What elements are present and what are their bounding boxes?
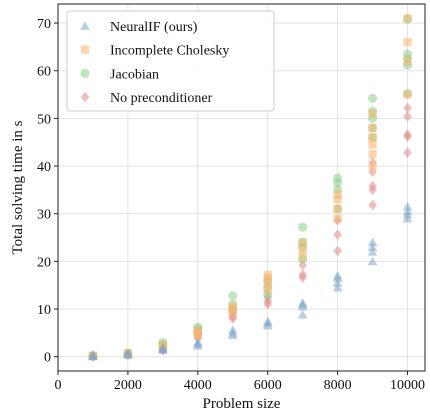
data-point (403, 38, 412, 47)
data-point (368, 140, 377, 149)
data-point (297, 298, 308, 307)
data-point (403, 90, 412, 99)
data-point (263, 285, 272, 295)
y-tick-label: 10 (37, 303, 51, 318)
data-point (158, 342, 168, 352)
x-axis-label: Problem size (203, 396, 281, 412)
data-point (368, 93, 378, 103)
x-tick-label: 10000 (390, 378, 425, 393)
data-point (367, 256, 378, 266)
data-point (367, 247, 378, 256)
data-point (402, 206, 413, 216)
data-point (403, 147, 412, 158)
y-tick-label: 60 (37, 65, 51, 80)
data-point (368, 150, 377, 159)
data-point (332, 278, 343, 287)
legend-label: NeuralIF (ours) (110, 20, 198, 35)
legend-box (66, 10, 275, 112)
data-point (88, 350, 98, 360)
legend-marker (80, 21, 90, 30)
x-tick-label: 4000 (184, 378, 212, 393)
data-point (403, 129, 412, 140)
data-point (123, 348, 133, 358)
x-tick-label: 0 (55, 378, 62, 393)
data-point (403, 111, 412, 122)
data-point (298, 238, 307, 247)
data-point (333, 190, 342, 199)
legend-label: No preconditioner (110, 91, 213, 106)
legend-marker (80, 68, 90, 78)
axes: 0 2000 4000 6000 8000 10000 0 10 20 30 40 50 60 70 (37, 17, 425, 393)
data-point (193, 337, 203, 347)
x-tick-label: 2000 (114, 378, 142, 393)
data-point (297, 309, 308, 319)
data-point (333, 204, 342, 214)
y-tick-label: 40 (37, 160, 51, 175)
data-point (368, 109, 377, 118)
data-point (227, 325, 238, 334)
data-point (403, 57, 412, 66)
legend-marker (80, 45, 90, 54)
legend-label: Incomplete Cholesky (110, 44, 229, 59)
legend-marker (80, 91, 90, 103)
y-tick-label: 30 (37, 208, 51, 223)
data-points (88, 14, 413, 362)
y-tick-label: 20 (37, 255, 51, 270)
data-point (193, 326, 202, 335)
data-point (262, 316, 273, 326)
y-axis-label: Total solving time in s (10, 120, 26, 254)
data-point (298, 245, 307, 254)
data-point (333, 173, 343, 183)
data-point (298, 269, 307, 281)
data-point (333, 245, 342, 257)
data-point (367, 237, 378, 247)
data-point (368, 199, 377, 211)
data-point (228, 309, 237, 318)
series-0 (88, 201, 413, 361)
data-point (333, 195, 342, 204)
data-point (333, 214, 342, 223)
data-point (298, 252, 307, 261)
y-tick-label: 70 (37, 17, 51, 32)
series-3 (88, 102, 412, 362)
data-point (402, 201, 413, 211)
x-tick-label: 6000 (254, 378, 282, 393)
y-tick-label: 0 (44, 351, 51, 366)
data-point (368, 161, 377, 171)
data-point (332, 270, 343, 280)
legend-label: Jacobian (110, 67, 159, 82)
data-point (298, 222, 308, 232)
data-point (403, 102, 412, 114)
data-point (332, 282, 343, 292)
x-tick-label: 8000 (324, 378, 352, 393)
legend: NeuralIF (ours) Incomplete Cholesky Jacobi… (66, 10, 275, 112)
data-point (368, 180, 377, 192)
data-point (228, 291, 238, 301)
data-point (228, 302, 237, 311)
plot-frame (57, 3, 426, 372)
data-point (367, 242, 378, 251)
data-point (368, 123, 377, 133)
data-point (403, 14, 412, 23)
data-point (368, 133, 377, 142)
y-tick-label: 50 (37, 112, 51, 127)
data-point (402, 49, 413, 59)
data-point (333, 229, 342, 240)
data-point (263, 278, 272, 287)
data-point (263, 270, 272, 279)
